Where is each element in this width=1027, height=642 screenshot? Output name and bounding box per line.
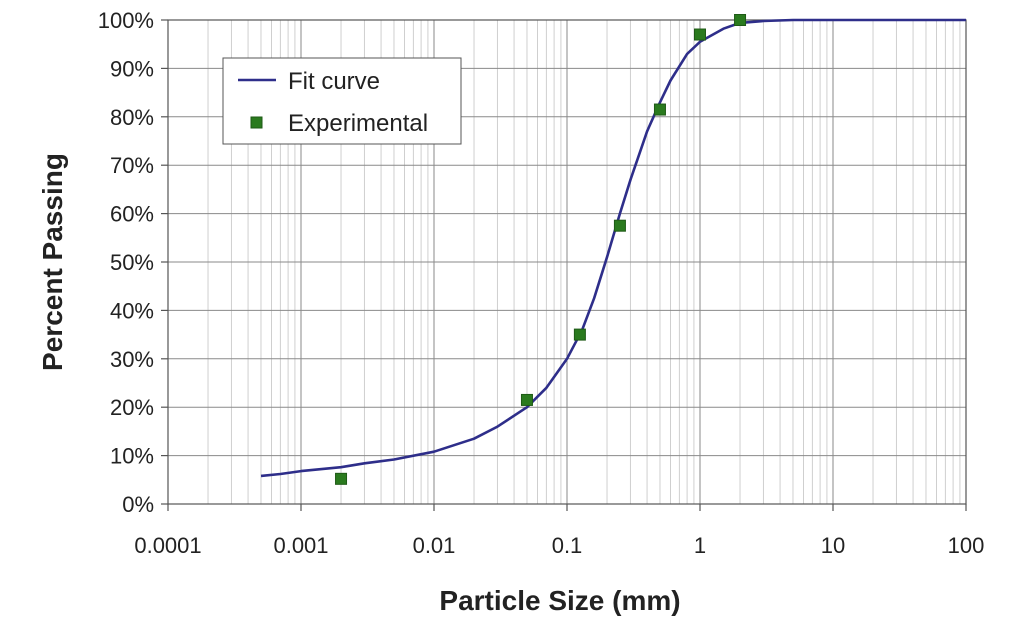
x-tick-label: 0.001 (273, 533, 328, 558)
experimental-point (734, 14, 747, 26)
fit-curve-line (260, 18, 966, 478)
y-tick-label: 60% (110, 202, 154, 227)
legend: Fit curve Experimental (222, 57, 462, 145)
x-tick-labels: 0.0001 0.001 0.01 0.1 1 10 100 (134, 533, 984, 558)
x-axis-title: Particle Size (mm) (439, 585, 680, 616)
y-tick-label: 70% (110, 153, 154, 178)
x-tick-label: 1 (694, 533, 706, 558)
y-tick-label: 80% (110, 105, 154, 130)
legend-fit-curve-label: Fit curve (288, 68, 380, 95)
y-tick-labels: 0% 10% 20% 30% 40% 50% 60% 70% 80% 90% 100% (98, 8, 154, 517)
y-tick-label: 10% (110, 444, 154, 469)
legend-experimental-swatch (250, 116, 263, 129)
experimental-point (573, 328, 586, 341)
y-tick-label: 40% (110, 298, 154, 323)
y-tick-label: 100% (98, 8, 154, 33)
experimental-point (520, 393, 533, 406)
experimental-point (335, 472, 348, 485)
legend-box (222, 57, 462, 145)
y-axis-title: Percent Passing (37, 153, 68, 371)
series-layer (260, 14, 966, 485)
y-tick-label: 50% (110, 250, 154, 275)
y-tick-label: 30% (110, 347, 154, 372)
x-tick-label: 10 (821, 533, 845, 558)
legend-experimental-label: Experimental (288, 110, 428, 137)
axis-ticks (161, 19, 967, 511)
y-tick-label: 0% (122, 492, 154, 517)
x-tick-label: 0.01 (413, 533, 456, 558)
x-tick-label: 0.0001 (134, 533, 201, 558)
experimental-point (694, 28, 706, 41)
y-tick-label: 20% (110, 395, 154, 420)
x-tick-label: 100 (948, 533, 985, 558)
y-tick-label: 90% (110, 56, 154, 81)
experimental-point (613, 219, 626, 232)
x-tick-label: 0.1 (552, 533, 583, 558)
experimental-point (653, 103, 666, 116)
